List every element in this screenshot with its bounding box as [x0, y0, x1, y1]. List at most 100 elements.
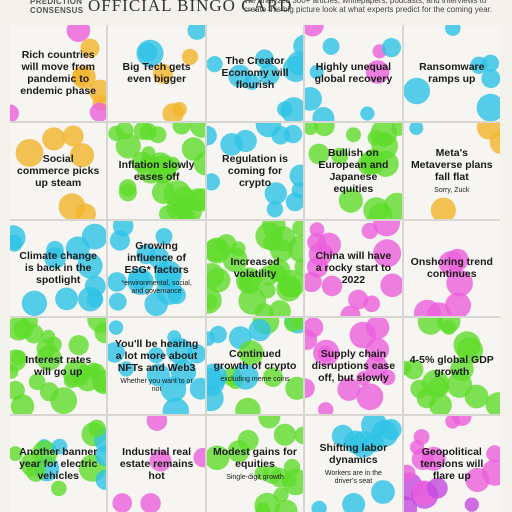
decoration [206, 318, 304, 415]
dot [112, 493, 133, 512]
dot [413, 299, 441, 317]
dot [408, 122, 423, 135]
dot [156, 278, 183, 305]
dot [227, 440, 250, 463]
dot [305, 122, 319, 135]
dot [10, 104, 19, 121]
cell-sublabel: Whether you want to or not [120, 378, 193, 394]
dot [10, 234, 23, 252]
dot [148, 347, 165, 364]
dot [446, 372, 472, 399]
dot [255, 502, 271, 512]
bingo-cell: Highly unequal global recovery [305, 25, 402, 121]
bingo-cell: Meta's Metaverse plans fall flat Sorry, Z… [403, 122, 500, 219]
dot [464, 497, 479, 512]
cell-label: Big Tech gets even bigger [122, 60, 191, 85]
cell-label: Geopolitical tensions will flare up [420, 446, 484, 483]
bingo-cell: Social commerce picks up steam [10, 122, 107, 219]
dot [373, 220, 401, 236]
dot [116, 133, 142, 159]
dot [220, 132, 243, 156]
bingo-cell: Geopolitical tensions will flare up [403, 416, 500, 512]
dot [321, 275, 343, 296]
dot [68, 335, 89, 356]
dot [403, 464, 416, 482]
cell-label: Meta's Metaverse plans fall flat [410, 146, 493, 183]
dot [66, 25, 91, 42]
dot [348, 289, 369, 310]
dot [357, 153, 380, 175]
dot [153, 63, 174, 84]
dot [356, 383, 384, 411]
dot [182, 137, 205, 161]
decoration [112, 416, 205, 512]
decoration [10, 25, 107, 121]
dot [95, 469, 107, 491]
dot [134, 122, 153, 140]
dot [438, 250, 464, 276]
dot [42, 127, 66, 151]
dot [489, 131, 500, 154]
dot [444, 25, 461, 36]
dot [190, 378, 205, 400]
dot [235, 398, 261, 415]
dot [206, 56, 223, 73]
dot [254, 466, 269, 481]
description: We analyzed 300+ articles, whitepapers, … [244, 0, 493, 14]
dot [206, 238, 227, 262]
dot [108, 342, 126, 364]
dot [155, 227, 173, 245]
dot [380, 273, 402, 297]
dot [91, 370, 107, 395]
cell-label: Interest rates will go up [25, 354, 92, 379]
dot [110, 229, 131, 251]
dot [232, 364, 259, 390]
cell-text: Ransomware ramps up [410, 25, 494, 121]
bingo-cell: Ransomware ramps up [403, 25, 500, 121]
dot [109, 292, 128, 311]
dot [255, 222, 283, 250]
dot [441, 320, 456, 336]
dot [264, 181, 287, 205]
dot [360, 106, 375, 121]
dot [285, 377, 304, 401]
cell-text: Highly unequal global recovery [311, 25, 395, 121]
cell-text: Supply chain disruptions ease off, but s… [311, 318, 395, 414]
cell-label: Regulation is coming for crypto [222, 152, 288, 189]
dot [445, 269, 473, 297]
dot [318, 402, 334, 415]
decoration [305, 220, 402, 317]
dot [314, 122, 335, 136]
dot [311, 500, 327, 512]
dot [209, 326, 227, 344]
dot [476, 93, 500, 121]
decoration [15, 125, 96, 219]
cell-label: Inflation slowly eases off [118, 158, 195, 183]
cell-label: Onshoring trend continues [410, 256, 493, 281]
dot [294, 257, 304, 276]
bingo-grid: Rich countries will move from pandemic t… [10, 25, 500, 512]
dot [28, 373, 46, 391]
dot [44, 246, 66, 269]
dot [238, 286, 266, 315]
decoration [408, 122, 500, 219]
dot [243, 73, 260, 90]
dot [108, 271, 128, 292]
cell-text: Increased volatility [213, 221, 297, 317]
dot [193, 448, 205, 468]
cell-text: Regulation is coming for crypto [213, 123, 297, 219]
cell-text: Interest rates will go up [16, 318, 100, 414]
bingo-cell: China will have a rocky start to 2022 [305, 220, 402, 317]
dot [421, 370, 449, 398]
dot [363, 295, 381, 312]
logo: PREDICTION CONSENSUS [30, 0, 84, 15]
bingo-cell: Modest gains for equities Single-digit gr… [206, 416, 304, 512]
dot [258, 416, 280, 429]
dot [161, 376, 187, 403]
bingo-cell: Climate change is back in the spotlight [10, 220, 107, 317]
dot [376, 131, 392, 147]
dot [89, 79, 107, 103]
dot [294, 426, 304, 445]
dot [81, 223, 107, 250]
dot [331, 147, 349, 165]
